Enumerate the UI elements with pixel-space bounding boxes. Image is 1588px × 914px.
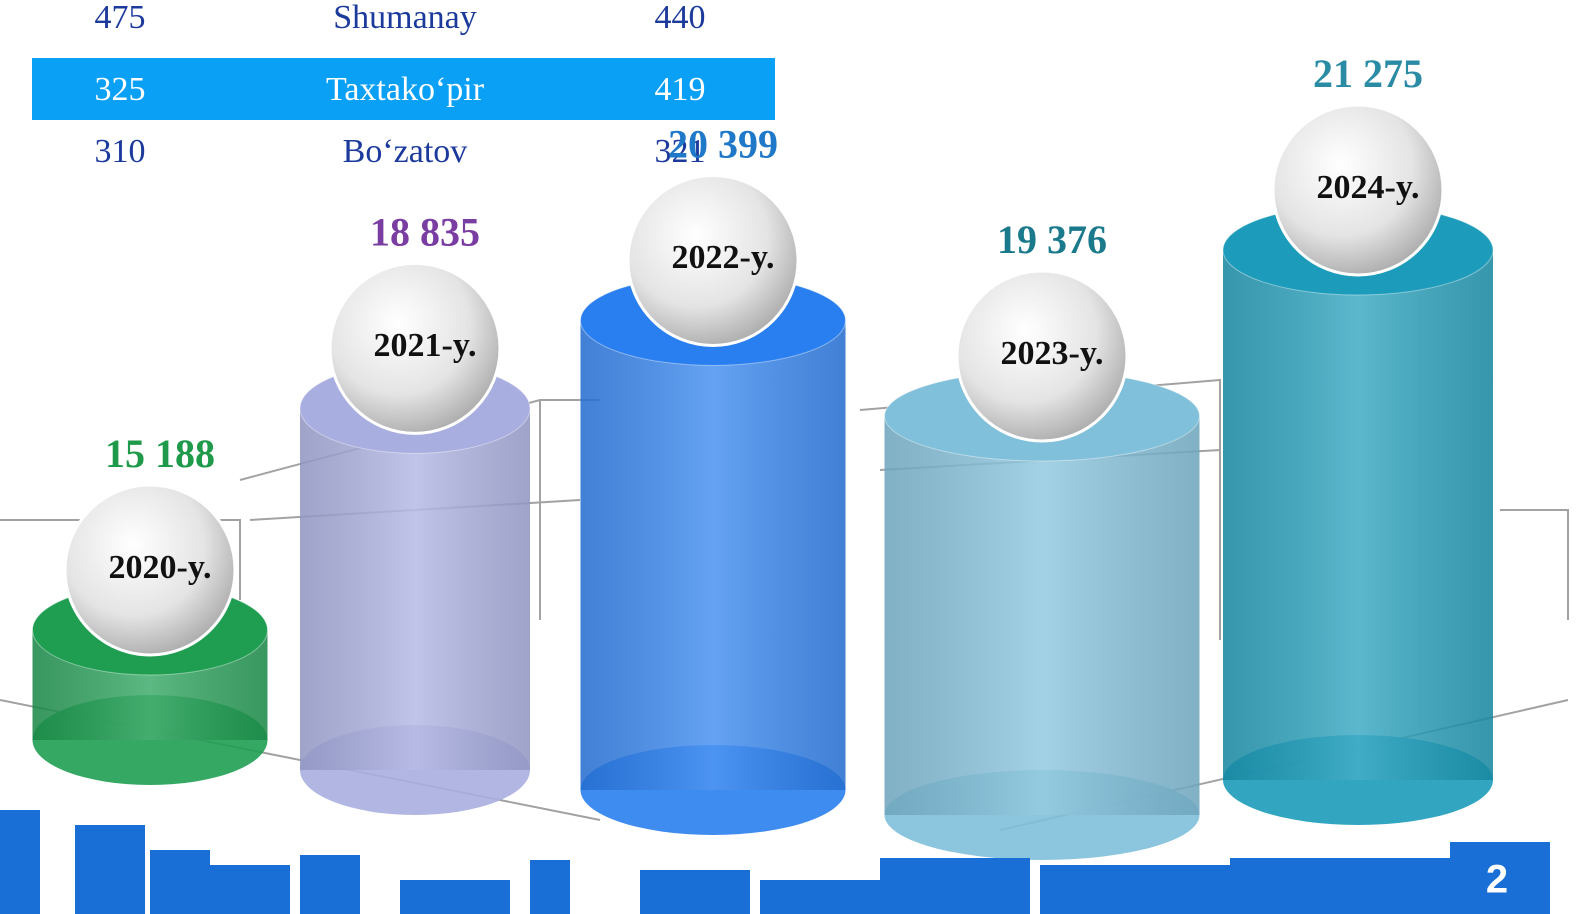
table-cell: 419 (655, 71, 706, 108)
cylinder-shade (580, 320, 846, 790)
table-cell: Taxtako‘pir (326, 71, 485, 108)
year-ball (626, 173, 800, 347)
table-cell: Bo‘zatov (343, 133, 468, 170)
cylinder-shade (300, 408, 530, 770)
year-label: 2024-y. (1317, 169, 1420, 206)
year-label: 2020-y. (109, 549, 212, 586)
value-label: 21 275 (1313, 51, 1423, 96)
year-ball (63, 483, 237, 657)
table-highlight (32, 58, 775, 120)
table-cell: 310 (95, 133, 146, 170)
year-ball (328, 261, 502, 435)
year-ball (955, 269, 1129, 443)
value-label: 19 376 (997, 217, 1107, 262)
value-label: 18 835 (370, 210, 480, 255)
year-label: 2021-y. (374, 327, 477, 364)
table-cell: Shumanay (333, 0, 477, 36)
table-cell: 325 (95, 71, 146, 108)
value-label: 15 188 (105, 431, 215, 476)
table-cell: 440 (655, 0, 706, 36)
skyline (0, 810, 1550, 914)
table-cell: 321 (655, 133, 706, 170)
table-cell: 475 (95, 0, 146, 36)
year-label: 2022-y. (672, 239, 775, 276)
value-label: 20 399 (668, 122, 778, 167)
year-label: 2023-y. (1001, 335, 1104, 372)
cylinder-shade (1223, 250, 1493, 780)
year-ball (1271, 103, 1445, 277)
cylinder-shade (884, 416, 1200, 815)
page-number: 2 (1486, 858, 1508, 902)
